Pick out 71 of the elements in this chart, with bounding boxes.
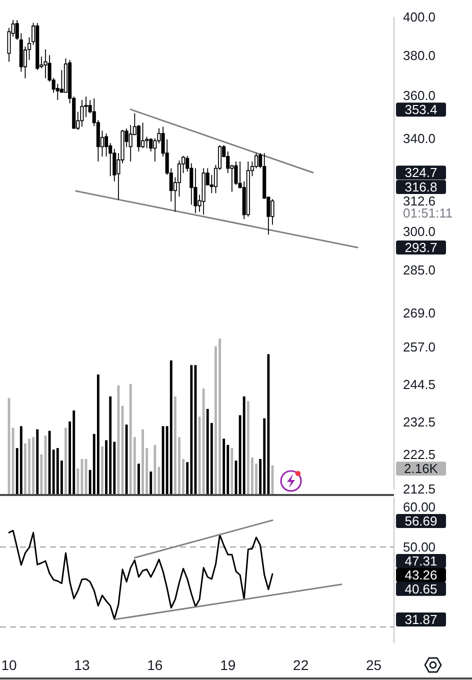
x-tick-label: 10 bbox=[1, 657, 17, 673]
candlestick bbox=[202, 168, 206, 216]
y-tick-label: 353.4 bbox=[404, 102, 438, 118]
y-tick-label: 269.0 bbox=[403, 306, 436, 321]
bar bbox=[150, 472, 152, 495]
bar bbox=[32, 437, 35, 495]
y-tick-label: 244.5 bbox=[403, 376, 436, 392]
bar bbox=[125, 424, 128, 495]
bar bbox=[202, 388, 205, 495]
bar bbox=[72, 410, 76, 495]
y-tick-label: 300.0 bbox=[403, 224, 436, 240]
bar bbox=[137, 464, 140, 495]
y-tick-label: 324.7 bbox=[404, 165, 438, 180]
bar bbox=[218, 338, 221, 495]
bar bbox=[194, 365, 197, 495]
y-tick-label: 47.31 bbox=[404, 553, 438, 568]
bar bbox=[230, 448, 234, 495]
y-tick-label: 50.00 bbox=[403, 540, 436, 554]
bar bbox=[36, 429, 39, 495]
bar bbox=[101, 446, 104, 495]
bar bbox=[154, 444, 156, 495]
y-tick-label: 316.8 bbox=[404, 179, 438, 194]
y-tick-label: 56.69 bbox=[404, 514, 438, 528]
y-tick-label: 232.5 bbox=[403, 414, 436, 430]
bar bbox=[242, 396, 246, 495]
candlestick bbox=[194, 168, 198, 214]
bar bbox=[28, 438, 30, 495]
y-tick-label: 285.0 bbox=[403, 262, 436, 278]
y-tick-label: 257.0 bbox=[403, 340, 436, 355]
y-tick-label: 212.5 bbox=[403, 482, 436, 496]
y-tick-label: 43.26 bbox=[404, 567, 438, 582]
y-tick-label: 400.0 bbox=[403, 10, 436, 24]
x-tick-label: 22 bbox=[293, 657, 309, 673]
bar bbox=[96, 374, 100, 495]
y-tick-label: 380.0 bbox=[403, 48, 436, 63]
bar bbox=[109, 396, 112, 495]
bar bbox=[129, 384, 132, 495]
candlestick bbox=[44, 48, 48, 79]
bar bbox=[80, 459, 84, 495]
bar bbox=[12, 428, 14, 495]
y-tick-label: 222.5 bbox=[403, 447, 436, 462]
candlestick bbox=[36, 22, 40, 70]
y-tick-label: 360.0 bbox=[403, 88, 436, 104]
bar bbox=[64, 428, 67, 495]
y-tick-label: 293.7 bbox=[404, 240, 438, 256]
bar bbox=[246, 401, 250, 495]
bar bbox=[20, 426, 22, 495]
candlestick bbox=[140, 122, 145, 149]
bar bbox=[56, 448, 59, 495]
x-tick-label: 16 bbox=[147, 657, 163, 673]
bar bbox=[267, 354, 270, 495]
bar bbox=[222, 438, 226, 495]
candlestick bbox=[246, 161, 250, 218]
bar bbox=[142, 429, 144, 495]
line-series bbox=[8, 530, 274, 620]
y-tick-label: 40.65 bbox=[404, 581, 438, 596]
bar bbox=[40, 454, 43, 495]
bar bbox=[190, 365, 193, 495]
text: 2.16K bbox=[404, 461, 438, 476]
y-tick-label: 340.0 bbox=[403, 130, 436, 146]
x-tick-label: 25 bbox=[366, 657, 382, 673]
bar bbox=[170, 360, 172, 495]
bar bbox=[174, 396, 176, 495]
y-tick-label: 60.00 bbox=[403, 500, 436, 514]
bar bbox=[206, 408, 209, 495]
x-tick-label: 19 bbox=[220, 657, 236, 673]
candlestick bbox=[80, 100, 84, 128]
y-tick-label: 31.87 bbox=[404, 612, 438, 628]
x-tick-label: 13 bbox=[74, 657, 90, 673]
bar bbox=[117, 385, 120, 495]
bar bbox=[48, 430, 51, 495]
